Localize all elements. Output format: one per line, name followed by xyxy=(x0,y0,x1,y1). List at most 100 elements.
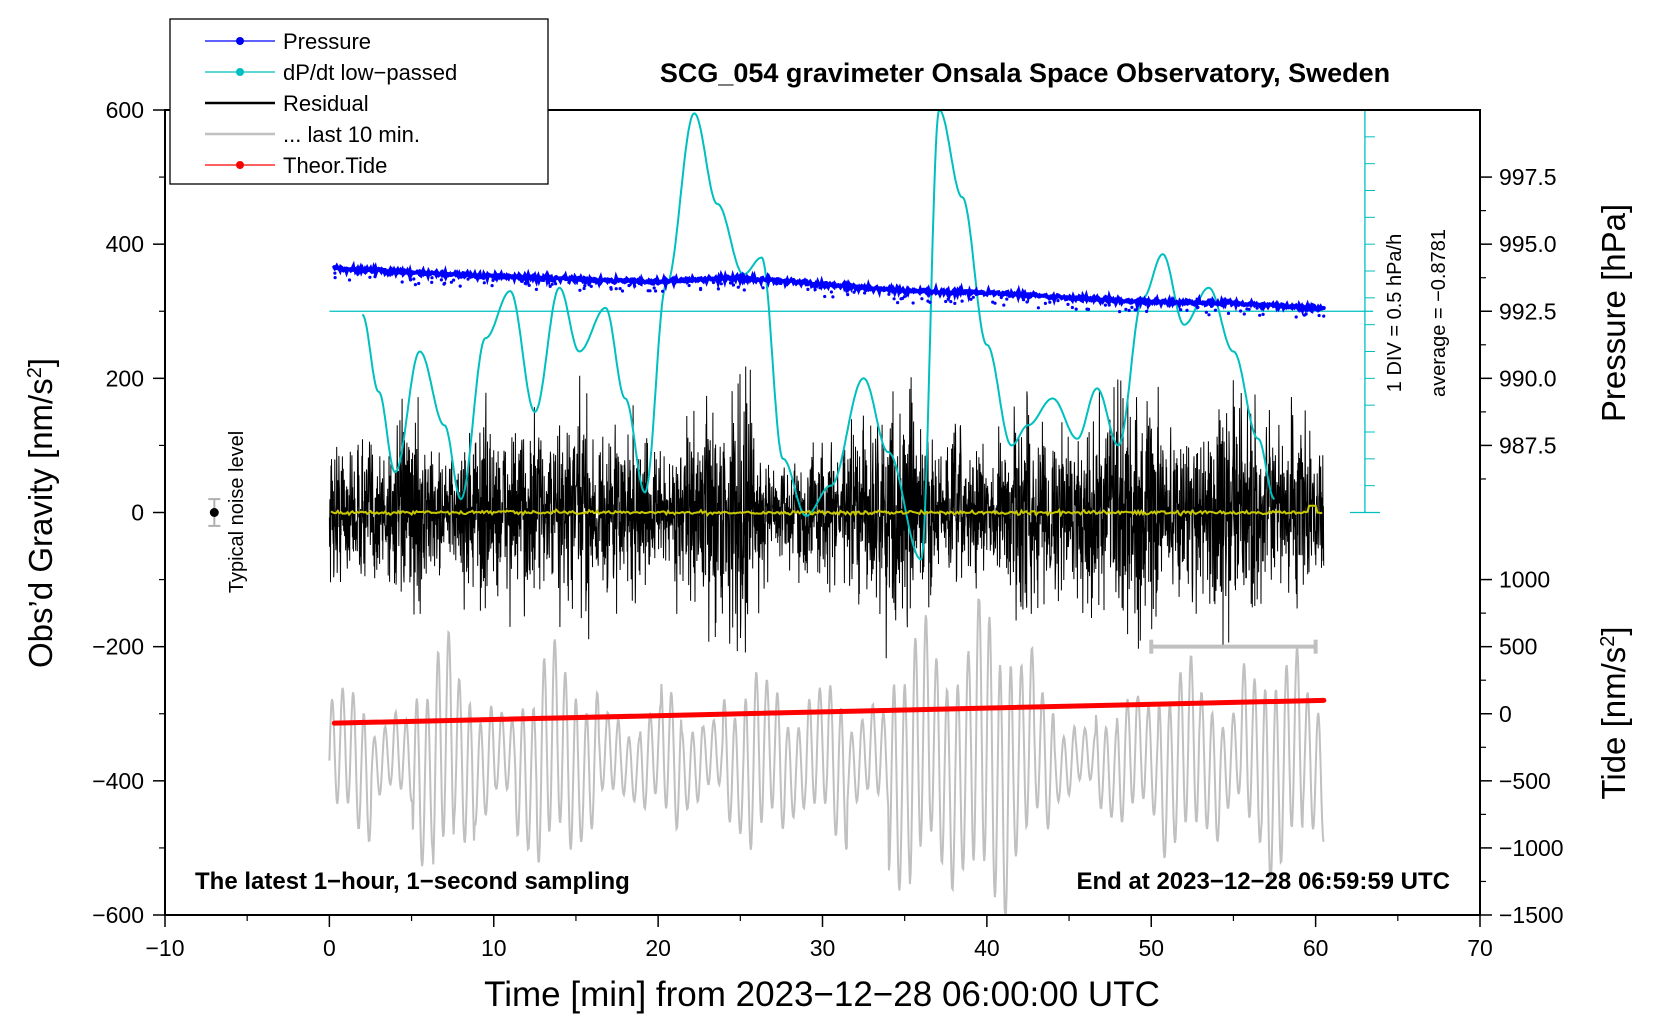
pressure-point xyxy=(731,283,736,287)
legend-marker xyxy=(236,68,244,76)
x-tick-label: 30 xyxy=(810,935,836,961)
pressure-point xyxy=(1066,302,1070,306)
pressure-point xyxy=(582,286,586,291)
x-tick-label: 0 xyxy=(323,935,336,961)
pressure-point xyxy=(614,287,618,291)
tide-tick-label: −1500 xyxy=(1499,902,1564,928)
tide-tick-label: −1000 xyxy=(1499,835,1564,861)
x-tick-label: −10 xyxy=(145,935,184,961)
pressure-point xyxy=(711,280,716,285)
pressure-point xyxy=(550,282,554,286)
end-time-note: End at 2023−12−28 06:59:59 UTC xyxy=(1076,868,1450,895)
pressure-point xyxy=(736,285,740,289)
pressure-point xyxy=(523,281,527,285)
pressure-point xyxy=(1025,300,1029,304)
legend-label: dP/dt low−passed xyxy=(283,60,457,85)
pressure-point xyxy=(953,301,957,305)
pressure-point xyxy=(969,297,973,301)
pressure-point xyxy=(852,290,856,294)
pressure-point xyxy=(728,281,733,285)
pressure-point xyxy=(687,283,691,288)
pressure-point xyxy=(1043,301,1047,305)
pressure-point xyxy=(719,282,723,286)
pressure-point xyxy=(400,280,404,284)
pressure-point xyxy=(1005,297,1009,301)
pressure-point xyxy=(661,289,665,293)
pressure-point xyxy=(1245,307,1249,311)
pressure-point xyxy=(1002,303,1006,307)
pressure-point xyxy=(466,277,470,281)
tide-tick-label: 1000 xyxy=(1499,567,1550,593)
pressure-point xyxy=(1179,308,1183,312)
pressure-point xyxy=(583,284,587,288)
pressure-point xyxy=(928,300,932,304)
pressure-point xyxy=(567,280,571,284)
pressure-tick-label: 987.5 xyxy=(1499,432,1557,458)
pressure-point xyxy=(1260,307,1264,311)
pressure-point xyxy=(911,301,915,305)
pressure-point xyxy=(960,299,964,303)
data-layer xyxy=(208,108,1380,916)
pressure-point xyxy=(1036,306,1040,310)
pressure-point xyxy=(1021,298,1026,302)
dpdt-scale-division-label: 1 DIV = 0.5 hPa/h xyxy=(1384,234,1406,392)
pressure-point xyxy=(775,282,779,286)
pressure-point xyxy=(899,297,903,301)
pressure-point xyxy=(1145,309,1149,313)
pressure-point xyxy=(1133,308,1137,312)
y-tick-label-left: −200 xyxy=(92,634,144,660)
tide-tick-label: −500 xyxy=(1499,768,1551,794)
pressure-point xyxy=(971,295,975,299)
pressure-point xyxy=(387,273,391,277)
pressure-point xyxy=(887,292,891,296)
pressure-point xyxy=(1103,303,1107,307)
series-residual-line xyxy=(328,366,1325,659)
y-tick-label-left: 400 xyxy=(106,231,144,257)
pressure-point xyxy=(831,295,835,299)
pressure-point xyxy=(892,297,896,301)
legend-label: Pressure xyxy=(283,29,371,54)
legend-label: Theor.Tide xyxy=(283,153,387,178)
pressure-point xyxy=(823,294,827,299)
y-tick-label-left: −600 xyxy=(92,902,144,928)
dpdt-average-label: average = −0.8781 xyxy=(1428,229,1450,397)
pressure-point xyxy=(417,281,421,286)
pressure-tick-label: 992.5 xyxy=(1499,298,1557,324)
pressure-point xyxy=(458,284,462,288)
pressure-point xyxy=(534,287,539,291)
pressure-point xyxy=(430,280,434,284)
pressure-point xyxy=(1074,307,1078,311)
pressure-point xyxy=(896,301,900,305)
pressure-point xyxy=(737,279,742,283)
pressure-point xyxy=(333,271,337,275)
chart-title: SCG_054 gravimeter Onsala Space Observat… xyxy=(660,58,1390,88)
series-theoretical-tide-line xyxy=(331,697,1327,726)
pressure-point xyxy=(1255,306,1259,310)
pressure-point xyxy=(333,276,337,280)
pressure-point xyxy=(583,281,587,285)
pressure-point xyxy=(846,293,850,297)
pressure-point xyxy=(1207,313,1211,317)
pressure-point xyxy=(356,272,360,276)
pressure-point xyxy=(654,289,658,293)
legend-box xyxy=(169,18,549,185)
legend-label: Residual xyxy=(283,91,369,116)
pressure-point xyxy=(1322,314,1326,318)
pressure-point xyxy=(742,288,746,292)
noise-level-label: Typical noise level xyxy=(226,431,248,593)
pressure-point xyxy=(856,288,860,292)
series-last-10-min-line xyxy=(328,598,1325,916)
pressure-tick-label: 997.5 xyxy=(1499,164,1557,190)
pressure-point xyxy=(1294,315,1298,319)
pressure-point xyxy=(646,289,650,293)
pressure-point xyxy=(999,295,1003,300)
pressure-point xyxy=(1107,303,1111,307)
pressure-point xyxy=(1242,312,1246,316)
pressure-tick-label: 995.0 xyxy=(1499,231,1557,257)
pressure-point xyxy=(520,279,524,283)
legend-marker xyxy=(236,161,244,169)
pressure-point xyxy=(818,286,822,290)
pressure-point xyxy=(1213,308,1217,312)
pressure-point xyxy=(578,288,582,292)
